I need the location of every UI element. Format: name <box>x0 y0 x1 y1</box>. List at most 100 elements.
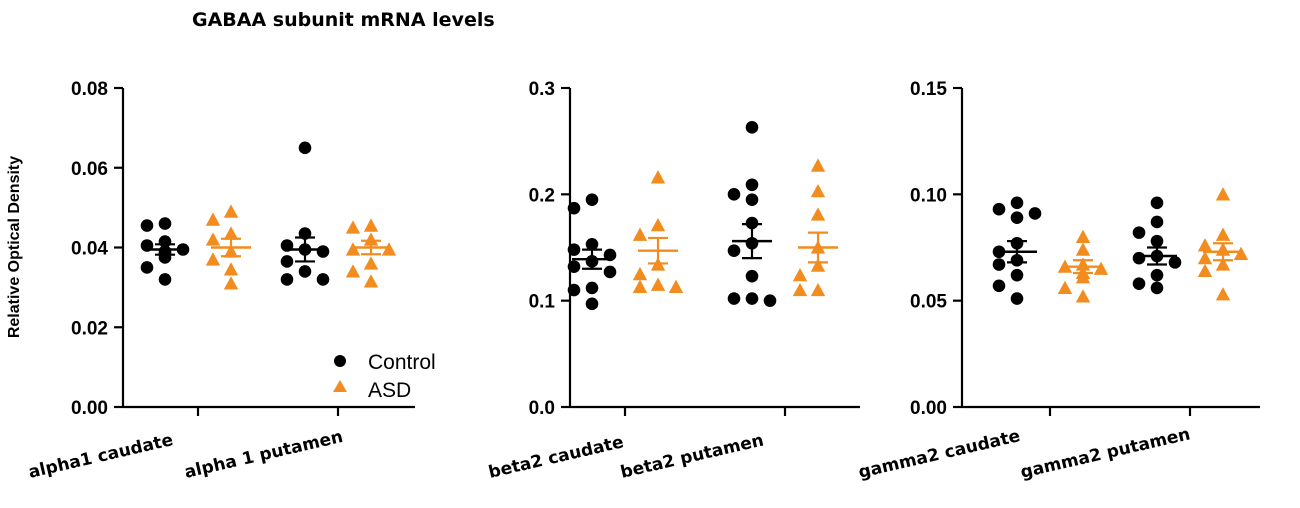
data-point-control <box>745 269 759 283</box>
data-point-control <box>763 294 777 307</box>
data-point-control <box>745 193 759 206</box>
data-point-asd <box>1093 261 1109 275</box>
data-point-asd <box>810 207 826 221</box>
data-point-control <box>745 178 759 192</box>
legend-asd-marker <box>333 380 347 392</box>
data-point-control <box>603 265 617 279</box>
data-point-control <box>567 260 581 273</box>
y-tick-label: 0.00 <box>910 398 947 419</box>
data-point-asd <box>345 242 361 256</box>
data-point-control <box>1168 256 1182 269</box>
data-point-asd <box>345 264 361 278</box>
data-point-control <box>158 217 172 230</box>
data-point-control <box>567 243 581 256</box>
data-point-asd <box>1233 246 1249 260</box>
data-point-asd <box>1215 287 1231 301</box>
legend-asd-label: ASD <box>368 379 411 402</box>
legend-control-label: Control <box>368 351 436 374</box>
y-tick-label: 0.08 <box>71 79 108 100</box>
data-point-control <box>1010 211 1024 225</box>
data-point-asd <box>668 279 684 293</box>
data-point-asd <box>1075 289 1091 303</box>
y-tick-label: 0.15 <box>910 79 947 100</box>
data-point-control <box>727 244 741 257</box>
y-tick-label: 0.0 <box>529 398 555 419</box>
data-point-control <box>298 141 312 155</box>
data-point-asd <box>810 282 826 297</box>
data-point-control <box>745 292 759 305</box>
data-point-asd <box>1215 187 1231 201</box>
data-point-control <box>1132 277 1146 290</box>
panel-alpha: 0.00 0.02 0.04 0.06 0.08 alpha1 caudate alpha … <box>27 79 415 483</box>
data-point-asd <box>1075 242 1091 256</box>
data-point-control <box>1132 251 1146 265</box>
data-point-control <box>280 273 294 286</box>
y-tick-label: 0.3 <box>529 79 555 100</box>
category-label: beta2 putamen <box>619 430 766 482</box>
data-point-control <box>280 255 294 268</box>
data-point-asd <box>632 266 648 281</box>
y-tick-label: 0.1 <box>529 292 556 313</box>
data-point-asd <box>205 232 221 246</box>
legend: Control ASD <box>333 351 436 402</box>
category-label: beta2 caudate <box>487 432 626 483</box>
data-point-asd <box>632 279 648 293</box>
category-label: alpha1 caudate <box>27 430 175 483</box>
data-point-asd <box>1215 257 1231 271</box>
data-point-control <box>585 193 599 206</box>
data-point-asd <box>1215 227 1231 241</box>
data-point-asd <box>223 204 239 218</box>
data-point-control <box>1010 196 1024 210</box>
data-point-asd <box>223 226 239 240</box>
data-point-asd <box>1075 270 1091 284</box>
data-point-asd <box>223 262 239 276</box>
data-point-asd <box>381 242 397 256</box>
y-axis-label: Relative Optical Density <box>6 156 23 338</box>
figure-title: GABAA subunit mRNA levels <box>192 9 495 31</box>
y-tick-label: 0.02 <box>71 318 108 339</box>
data-point-control <box>1150 234 1164 248</box>
data-point-asd <box>792 282 808 297</box>
data-point-control <box>1150 196 1164 210</box>
data-point-asd <box>363 274 379 288</box>
data-point-asd <box>205 252 221 266</box>
category-label: gamma2 caudate <box>857 426 1023 483</box>
data-point-control <box>585 238 599 251</box>
data-point-asd <box>632 227 648 241</box>
data-point-asd <box>650 217 666 232</box>
data-point-asd <box>650 170 666 184</box>
y-tick-label: 0.04 <box>71 239 108 260</box>
data-point-control <box>1150 215 1164 229</box>
data-point-control <box>1010 292 1024 305</box>
data-point-control <box>992 258 1006 271</box>
legend-control-marker <box>334 355 346 367</box>
data-point-control <box>585 297 599 311</box>
data-point-control <box>158 273 172 286</box>
data-point-asd <box>1057 280 1073 295</box>
data-point-asd <box>1197 238 1213 252</box>
data-point-control <box>745 121 759 134</box>
data-point-control <box>992 202 1006 216</box>
data-point-asd <box>345 220 361 234</box>
data-point-control <box>1010 268 1024 282</box>
data-point-control <box>992 279 1006 293</box>
data-point-control <box>140 261 154 274</box>
y-tick-label: 0.10 <box>910 185 947 206</box>
data-point-asd <box>810 183 826 198</box>
data-point-control <box>140 219 154 232</box>
data-point-asd <box>223 276 239 290</box>
category-label: gamma2 putamen <box>1019 424 1193 483</box>
data-point-asd <box>1197 250 1213 265</box>
data-point-asd <box>810 158 826 172</box>
data-point-control <box>316 273 330 286</box>
y-tick-label: 0.00 <box>71 398 108 419</box>
data-point-asd <box>205 212 221 226</box>
data-point-control <box>567 283 581 297</box>
data-point-asd <box>1075 229 1091 243</box>
y-tick-label: 0.05 <box>910 292 947 313</box>
y-tick-label: 0.2 <box>529 185 555 206</box>
data-point-control <box>316 245 330 258</box>
